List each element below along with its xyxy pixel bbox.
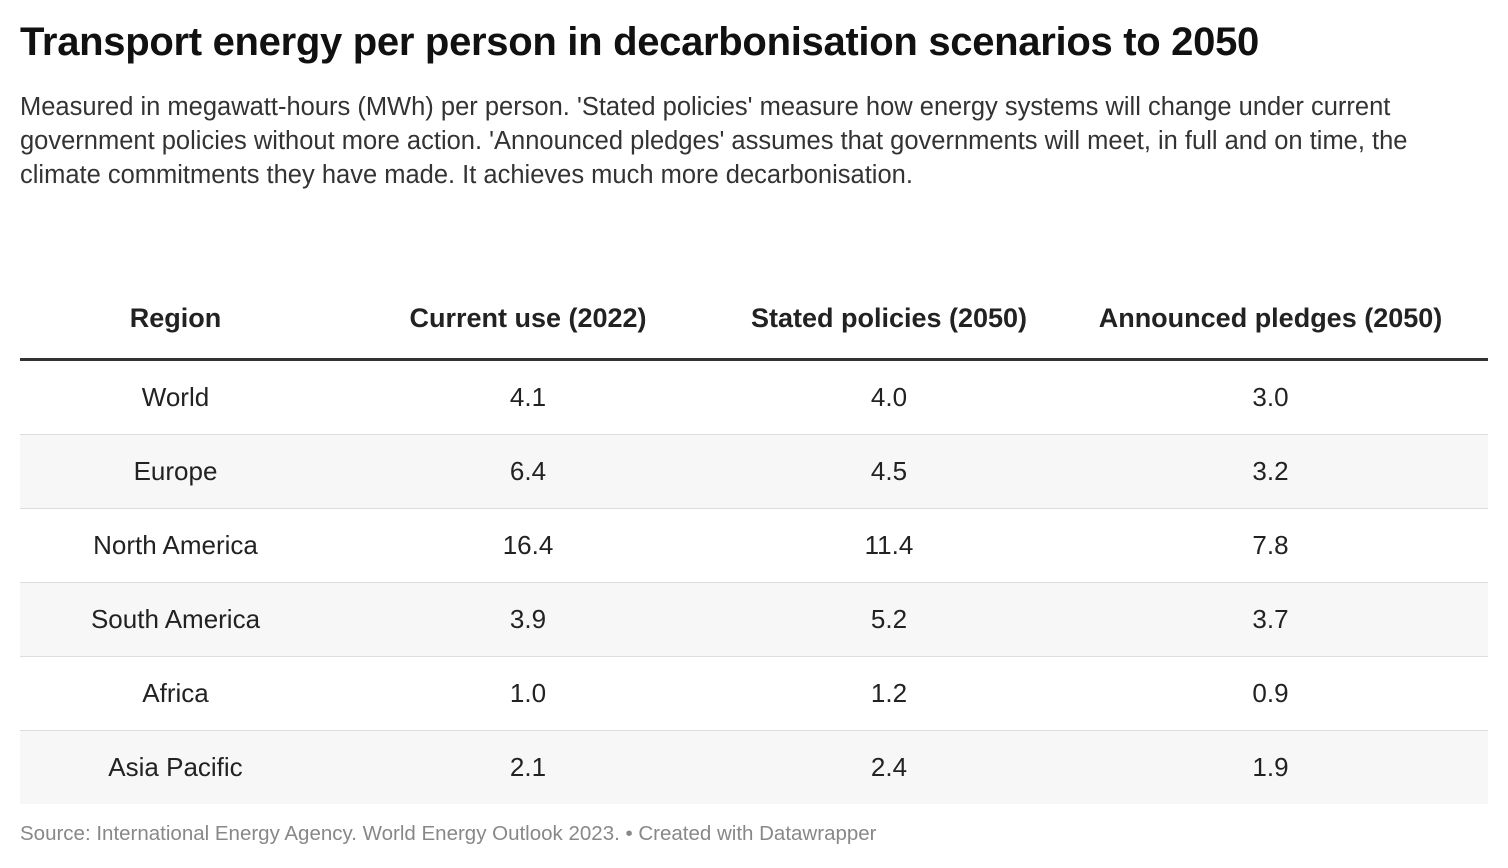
table-cell-value: 16.4 xyxy=(502,530,554,560)
table-row: South America 3.9 5.2 3.7 xyxy=(20,582,1488,657)
column-header-announced-pledges[interactable]: Announced pledges (2050) xyxy=(1053,240,1488,361)
table-body: World 4.1 4.0 3.0 Europe 6.4 4.5 3.2 Nor… xyxy=(20,360,1488,804)
table-cell-region: North America xyxy=(93,530,258,560)
table-cell-value: 2.4 xyxy=(725,730,1053,804)
table-cell-value: 3.2 xyxy=(1053,434,1488,509)
table-cell-region: Europe xyxy=(20,434,331,509)
source-note: Source: International Energy Agency. Wor… xyxy=(20,822,877,845)
table-cell-value: 4.0 xyxy=(870,382,908,412)
table-cell-value: 3.9 xyxy=(331,582,725,657)
chart-title: Transport energy per person in decarboni… xyxy=(20,20,1259,64)
column-header-stated-policies[interactable]: Stated policies (2050) xyxy=(725,240,1053,361)
column-header-region[interactable]: Region xyxy=(20,240,331,361)
table-cell-value: 3.7 xyxy=(1053,582,1488,657)
table-row: North America 16.4 11.4 7.8 xyxy=(20,508,1488,583)
table-cell-region: Africa xyxy=(142,678,209,708)
table-cell-value: 11.4 xyxy=(864,530,914,560)
header-row: Region Current use (2022) Stated policie… xyxy=(20,240,1488,361)
table-cell-value: 3.0 xyxy=(1252,382,1289,412)
table-cell-value: 4.5 xyxy=(725,434,1053,509)
data-table: Region Current use (2022) Stated policie… xyxy=(20,240,1488,804)
table-cell-value: 2.1 xyxy=(331,730,725,804)
table-cell-value: 5.2 xyxy=(725,582,1053,657)
table-cell-value: 1.0 xyxy=(509,678,547,708)
table-cell-region: World xyxy=(141,382,210,412)
table-row: Europe 6.4 4.5 3.2 xyxy=(20,434,1488,509)
table-cell-value: 4.1 xyxy=(509,382,547,412)
table-cell-value: 0.9 xyxy=(1252,678,1289,708)
table-cell-region: South America xyxy=(20,582,331,657)
table-row: Asia Pacific 2.1 2.4 1.9 xyxy=(20,730,1488,804)
table-cell-value: 6.4 xyxy=(331,434,725,509)
table-row: Africa 1.0 1.2 0.9 xyxy=(20,656,1488,731)
table-cell-region: Asia Pacific xyxy=(20,730,331,804)
table-cell-value: 1.9 xyxy=(1053,730,1488,804)
table-header: Region Current use (2022) Stated policie… xyxy=(20,240,1488,361)
table-row: World 4.1 4.0 3.0 xyxy=(20,360,1488,435)
column-header-current-use[interactable]: Current use (2022) xyxy=(331,240,725,361)
chart-subtitle: Measured in megawatt-hours (MWh) per per… xyxy=(20,93,1408,189)
table-cell-value: 1.2 xyxy=(870,678,908,708)
table-cell-value: 7.8 xyxy=(1252,530,1289,560)
